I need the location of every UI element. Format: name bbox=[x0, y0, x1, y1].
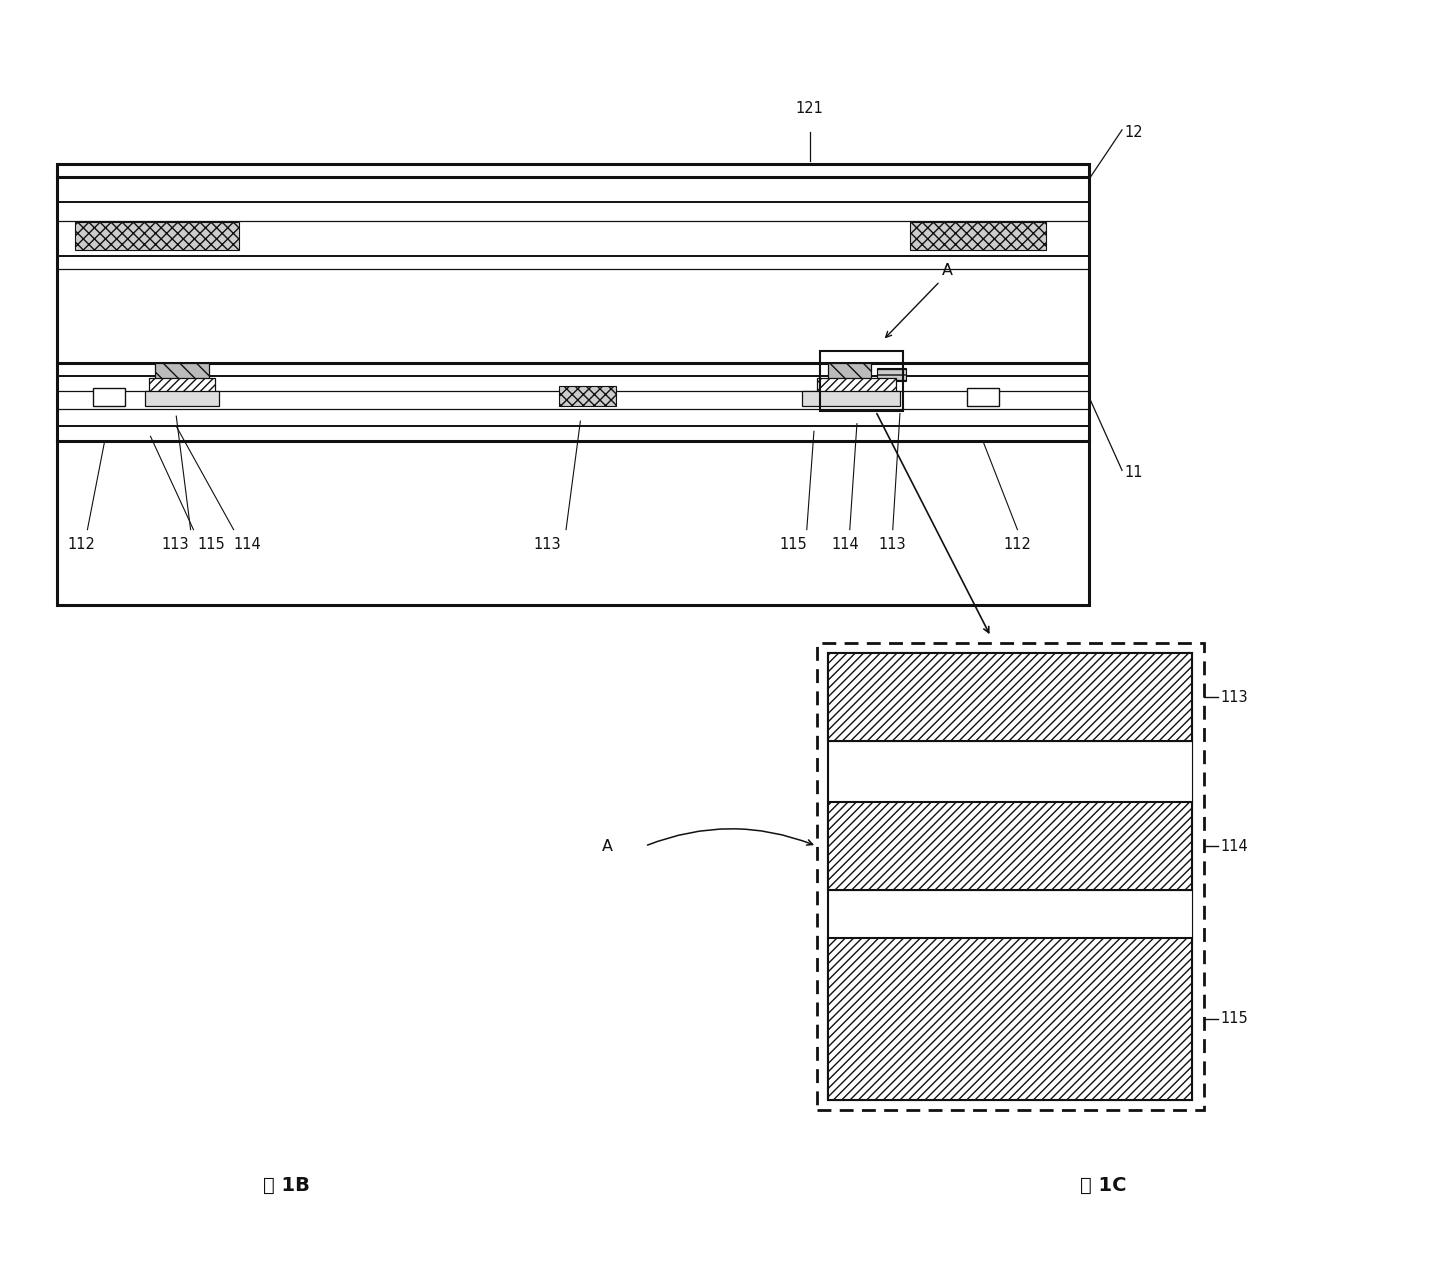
Text: 图 1C: 图 1C bbox=[1080, 1175, 1126, 1195]
Text: 112: 112 bbox=[67, 536, 95, 551]
Bar bbox=[817, 643, 1204, 1110]
Text: A: A bbox=[941, 262, 953, 277]
Text: 图 1B: 图 1B bbox=[264, 1175, 310, 1195]
Text: 113: 113 bbox=[533, 536, 560, 551]
Text: 114: 114 bbox=[1221, 839, 1248, 854]
Bar bbox=[877, 368, 906, 381]
Text: 114: 114 bbox=[234, 536, 261, 551]
Text: 115: 115 bbox=[1221, 1011, 1248, 1026]
Text: 112: 112 bbox=[1003, 536, 1030, 551]
Bar bbox=[828, 741, 1192, 802]
Bar bbox=[967, 388, 999, 406]
Text: 12: 12 bbox=[1125, 125, 1144, 140]
Bar bbox=[802, 391, 900, 406]
Text: 115: 115 bbox=[780, 536, 807, 551]
Text: A: A bbox=[602, 839, 613, 854]
Text: 113: 113 bbox=[162, 536, 189, 551]
Text: 115: 115 bbox=[198, 536, 225, 551]
Bar bbox=[149, 378, 215, 393]
Bar bbox=[828, 938, 1192, 1100]
Text: 114: 114 bbox=[831, 536, 858, 551]
Bar bbox=[828, 653, 1192, 1100]
Bar bbox=[817, 378, 896, 393]
Text: 11: 11 bbox=[1125, 465, 1144, 480]
Bar bbox=[155, 363, 209, 381]
Text: 121: 121 bbox=[795, 101, 824, 116]
Bar bbox=[820, 351, 903, 411]
Bar bbox=[145, 391, 219, 406]
Bar bbox=[828, 363, 871, 381]
Text: 113: 113 bbox=[1221, 690, 1248, 705]
Bar bbox=[828, 890, 1192, 938]
Bar bbox=[910, 222, 1046, 250]
Bar bbox=[559, 386, 616, 406]
Bar bbox=[828, 802, 1192, 890]
Bar bbox=[75, 222, 239, 250]
Text: 113: 113 bbox=[878, 536, 906, 551]
Bar bbox=[57, 164, 1089, 605]
Bar bbox=[93, 388, 125, 406]
Bar bbox=[828, 653, 1192, 741]
